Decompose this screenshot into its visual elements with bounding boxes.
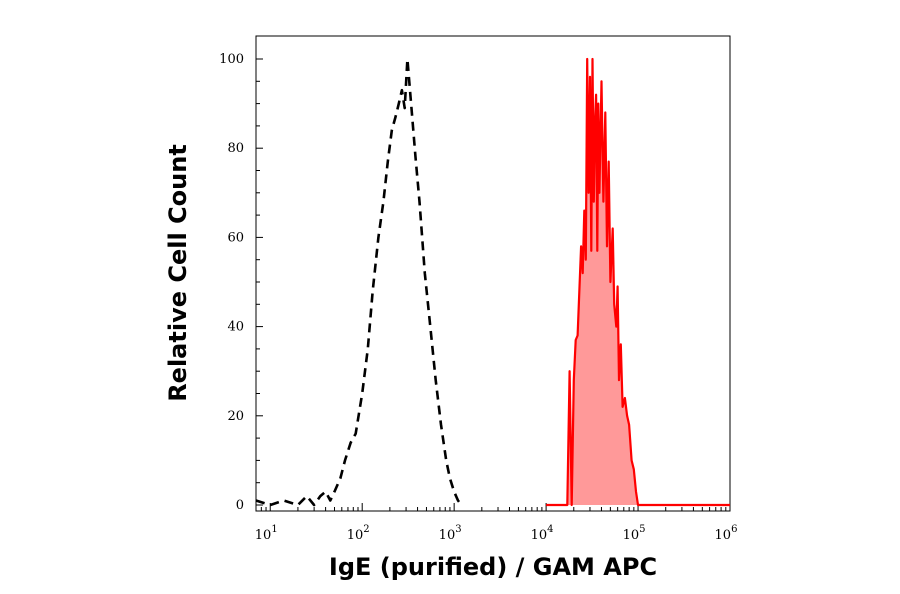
- x-axis-title: IgE (purified) / GAM APC: [329, 553, 657, 581]
- x-tick-label: 106: [715, 524, 738, 543]
- x-tick-label: 102: [347, 524, 370, 543]
- plot-frame: [255, 35, 731, 512]
- y-tick-label: 80: [227, 141, 244, 156]
- y-tick-label: 20: [227, 409, 244, 424]
- x-tick-label: 101: [255, 524, 278, 543]
- x-tick-label: 103: [439, 524, 462, 543]
- y-tick-label: 0: [236, 498, 244, 513]
- y-axis: 0 20 40 60 80 100: [219, 52, 263, 513]
- y-tick-label: 60: [227, 230, 244, 245]
- y-axis-title: Relative Cell Count: [164, 144, 192, 402]
- y-tick-label: 40: [227, 320, 244, 335]
- sample-histogram-line: [546, 57, 730, 507]
- x-tick-label: 105: [623, 524, 646, 543]
- x-tick-label: 104: [531, 524, 554, 543]
- x-axis: 101 102 103 104 105 106: [255, 503, 738, 543]
- y-tick-label: 100: [219, 52, 244, 67]
- control-histogram-line: [255, 57, 463, 507]
- series-layer: [255, 57, 730, 507]
